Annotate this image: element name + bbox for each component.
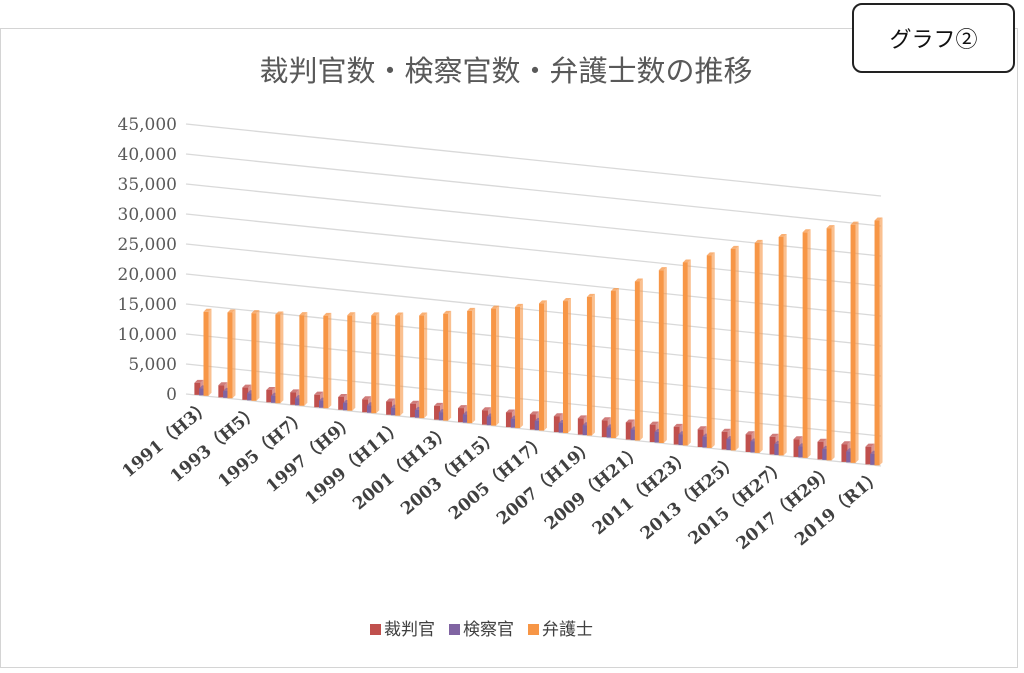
- legend-item: 検察官: [449, 620, 514, 640]
- gridline: [185, 243, 882, 317]
- x-axis-ticks: 1991（H3）1993（H5）1995（H7）1997（H9）1999（H11…: [118, 396, 886, 554]
- legend-label: 弁護士: [542, 620, 593, 640]
- bar-lawyers: [275, 311, 284, 404]
- y-tick-label: 25,000: [118, 235, 177, 255]
- gridline: [185, 393, 882, 467]
- bar-lawyers: [323, 312, 332, 409]
- legend-label: 検察官: [463, 620, 514, 640]
- gridline: [185, 183, 882, 257]
- y-tick-label: 20,000: [118, 265, 177, 285]
- bar-lawyers: [658, 267, 667, 443]
- bar-lawyers: [802, 229, 811, 458]
- bar-lawyers: [203, 308, 212, 396]
- bar-lawyers: [874, 217, 883, 466]
- bar-lawyers: [419, 312, 428, 419]
- bar-lawyers: [299, 312, 308, 406]
- bar-lawyers: [467, 307, 476, 424]
- bar-lawyers: [539, 300, 548, 431]
- y-tick-label: 30,000: [118, 205, 177, 225]
- chart-frame: 裁判官数・検察官数・弁護士数の推移 45,000 40,000 35,000 30,0…: [0, 28, 1018, 668]
- y-axis-ticks: 45,000 40,000 35,000 30,000 25,000 20,000 15,0…: [118, 115, 177, 405]
- bar-lawyers: [610, 288, 619, 439]
- bar-lawyers: [826, 225, 835, 461]
- bar-lawyers: [682, 259, 691, 446]
- bar-lawyers: [586, 293, 595, 436]
- graph-number-badge: グラフ②: [852, 3, 1015, 73]
- y-tick-label: 35,000: [118, 175, 177, 195]
- y-tick-label: 40,000: [118, 145, 177, 165]
- legend-swatch: [370, 624, 381, 635]
- bar-lawyers: [371, 312, 380, 414]
- y-tick-label: 15,000: [118, 295, 177, 315]
- bar-lawyers: [395, 312, 404, 416]
- legend: 裁判官 検察官 弁護士: [370, 620, 593, 640]
- bar-lawyers: [730, 245, 739, 451]
- gridline: [185, 303, 882, 377]
- bar-lawyers: [754, 239, 763, 453]
- bar-lawyers: [850, 221, 859, 463]
- gridline: [185, 213, 882, 287]
- chart-svg: 裁判官数・検察官数・弁護士数の推移 45,000 40,000 35,000 30,0…: [118, 54, 887, 640]
- legend-label: 裁判官: [384, 620, 435, 640]
- legend-item: 裁判官: [370, 620, 435, 640]
- bar-lawyers: [634, 278, 643, 441]
- y-tick-label: 5,000: [128, 355, 177, 375]
- bar-lawyers: [347, 312, 356, 411]
- bars: [194, 217, 883, 466]
- gridline: [185, 273, 882, 347]
- bar-lawyers: [443, 310, 452, 421]
- legend-swatch: [528, 624, 539, 635]
- legend-swatch: [449, 624, 460, 635]
- bar-lawyers: [491, 305, 500, 426]
- y-tick-label: 45,000: [118, 115, 177, 135]
- bar-lawyers: [706, 252, 715, 448]
- y-tick-label: 0: [166, 385, 177, 405]
- bar-lawyers: [778, 233, 787, 456]
- bar-lawyers: [251, 310, 260, 401]
- gridline: [185, 123, 882, 197]
- y-tick-label: 10,000: [118, 325, 177, 345]
- bar-lawyers: [227, 309, 236, 399]
- gridline: [185, 153, 882, 227]
- legend-item: 弁護士: [528, 620, 593, 640]
- bar-lawyers: [562, 298, 571, 434]
- bar-lawyers: [515, 303, 524, 429]
- chart-title: 裁判官数・検察官数・弁護士数の推移: [259, 54, 752, 88]
